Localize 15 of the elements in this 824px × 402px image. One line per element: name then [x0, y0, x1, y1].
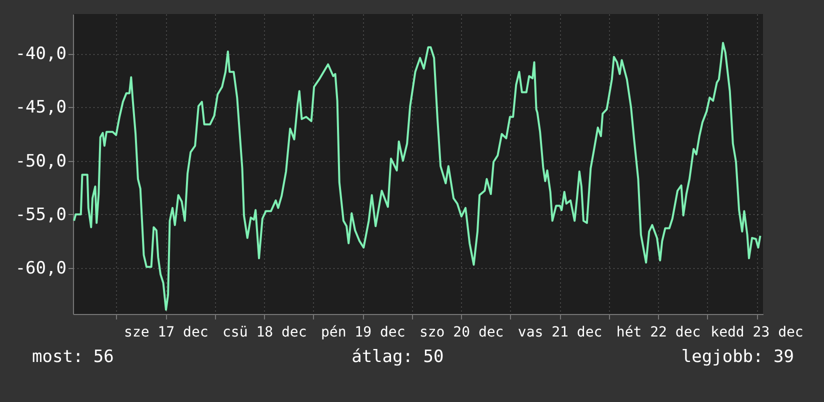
x-tick-label: pén 19 dec — [320, 324, 406, 340]
x-tick-label: vas 21 dec — [518, 324, 602, 340]
y-tick-label: -45,0 — [15, 98, 66, 118]
text: átlag: 50 — [352, 347, 444, 367]
y-tick-label: -40,0 — [15, 44, 66, 64]
y-tick-label: -55,0 — [15, 204, 66, 225]
x-tick-label: szo 20 dec — [419, 324, 504, 340]
x-tick-label: hét 22 dec — [616, 324, 701, 340]
x-tick-label: kedd 23 dec — [710, 324, 804, 340]
y-tick-label: -50,0 — [15, 151, 66, 172]
text: legjobb: 39 — [681, 347, 794, 367]
x-tick-label: sze 17 dec — [124, 324, 208, 340]
y-tick-label: -60,0 — [15, 258, 66, 278]
x-tick-label: csü 18 dec — [222, 324, 307, 340]
text: most: 56 — [32, 347, 114, 367]
